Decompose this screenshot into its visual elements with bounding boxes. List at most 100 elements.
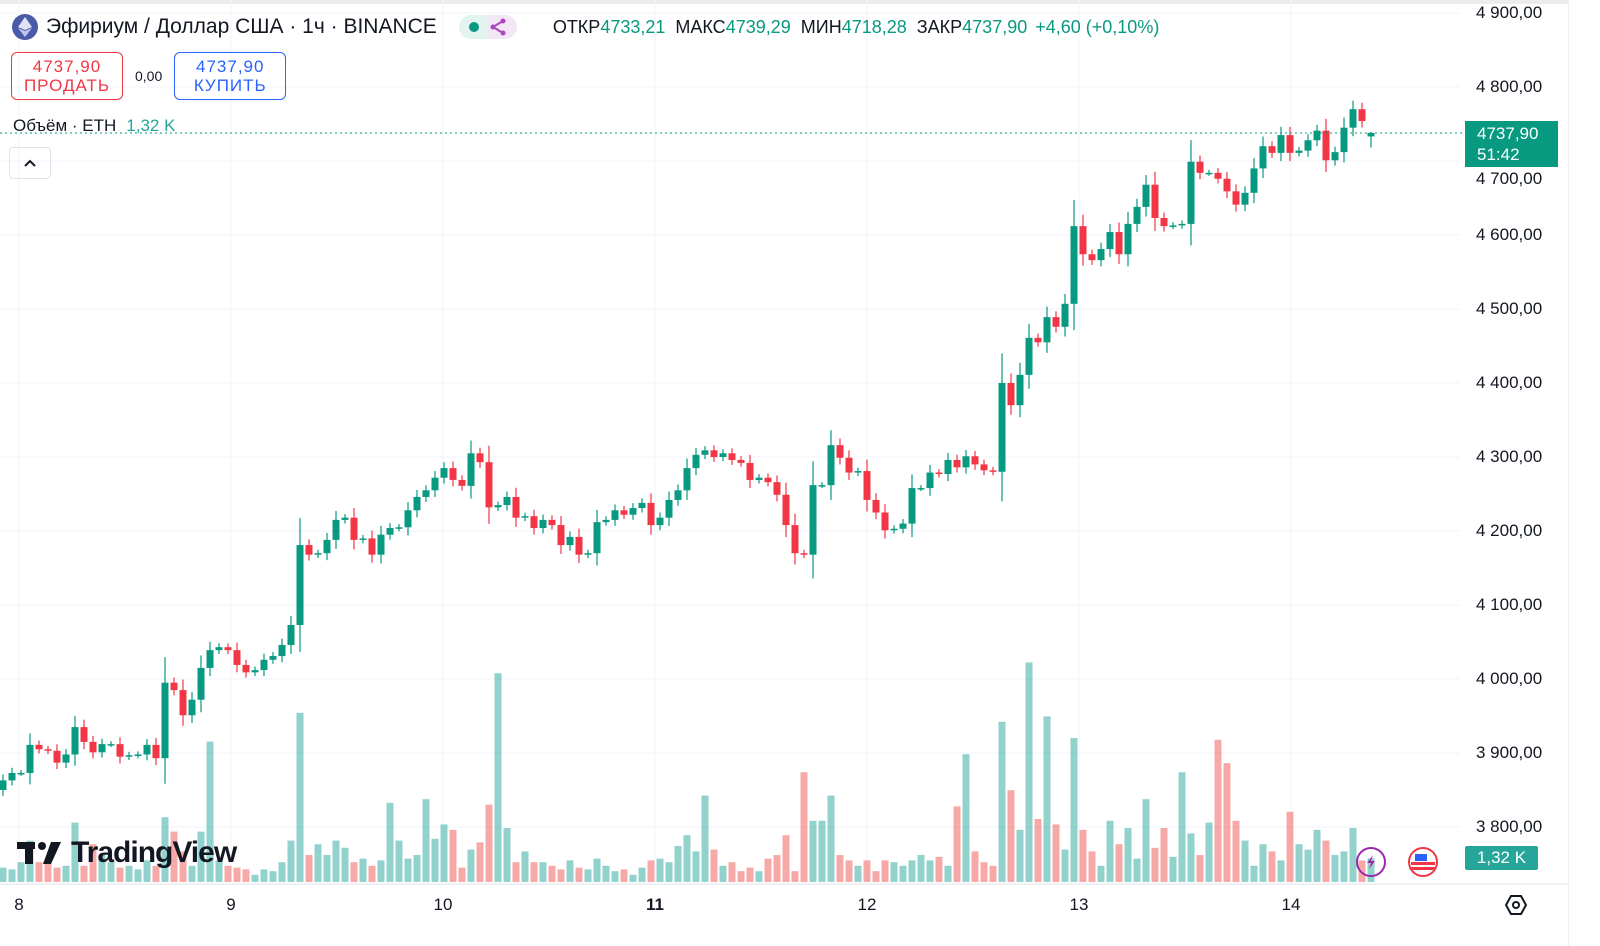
volume-bar — [1160, 828, 1168, 882]
candle-body — [404, 510, 412, 528]
volume-bar — [62, 865, 70, 882]
candle-body — [1259, 146, 1267, 169]
candle-body — [899, 523, 907, 529]
volume-bar — [224, 865, 232, 882]
candle-body — [1007, 383, 1015, 406]
time-tick-label: 8 — [14, 895, 24, 914]
volume-bar — [188, 865, 196, 882]
candle-body — [908, 488, 916, 524]
volume-bar — [1052, 824, 1060, 882]
candle-body — [350, 517, 358, 540]
volume-bar — [692, 851, 700, 882]
candle-body — [1331, 152, 1339, 161]
open-value: 4733,21 — [600, 16, 666, 37]
volume-bar — [269, 871, 277, 882]
volume-bar — [647, 860, 655, 882]
lightning-icon[interactable] — [1356, 847, 1386, 877]
market-status[interactable] — [458, 15, 517, 39]
spread-value: 0,00 — [135, 68, 163, 84]
volume-bar — [701, 795, 709, 882]
us-flag-icon[interactable] — [1408, 847, 1438, 877]
volume-bar — [44, 864, 52, 882]
candle-body — [800, 553, 808, 555]
candle-body — [8, 772, 16, 781]
volume-bar — [1061, 849, 1069, 882]
candle-body — [656, 517, 664, 526]
volume-bar — [845, 860, 853, 882]
buy-button[interactable]: 4737,90 КУПИТЬ — [174, 52, 287, 100]
volume-bar — [323, 855, 331, 882]
volume-bar — [881, 860, 889, 882]
candle-body — [485, 462, 493, 508]
candle-body — [989, 470, 997, 472]
candle-body — [314, 553, 322, 555]
candle-body — [1313, 130, 1321, 141]
volume-bar — [1043, 716, 1051, 882]
volume-bar — [620, 869, 628, 882]
last-price: 4737,90 — [1477, 124, 1539, 143]
volume-bar — [557, 869, 565, 882]
tradingview-logo[interactable]: TradingView — [17, 836, 237, 870]
volume-bar — [1232, 820, 1240, 882]
candle-body — [971, 456, 979, 465]
volume-bar — [656, 858, 664, 882]
time-tick-label: 10 — [433, 895, 453, 914]
candle-body — [1295, 150, 1303, 153]
volume-bar — [584, 869, 592, 882]
candle-body — [1268, 146, 1276, 153]
volume-bar — [287, 840, 295, 882]
candle-body — [440, 468, 448, 478]
candle-body — [548, 519, 556, 526]
candle-body — [1223, 178, 1231, 192]
volume-bar — [971, 851, 979, 882]
candle-body — [719, 453, 727, 457]
volume-bar — [953, 806, 961, 882]
candle-body — [17, 772, 25, 775]
candle-body — [251, 670, 259, 673]
volume-bar — [1169, 856, 1177, 882]
volume-bar — [539, 862, 547, 882]
candle-body — [1025, 337, 1033, 375]
collapse-legend-button[interactable] — [9, 147, 51, 179]
price-tick-label: 3 800,00 — [1476, 817, 1543, 836]
low-label: МИН — [800, 16, 842, 37]
candle-body — [323, 539, 331, 554]
time-tick-label: 11 — [646, 895, 664, 914]
candle-body — [62, 754, 70, 763]
candle-body — [764, 477, 772, 483]
volume-bar — [962, 754, 970, 882]
volume-bar — [566, 860, 574, 882]
volume-bar — [521, 851, 529, 882]
volume-bar — [1178, 772, 1186, 882]
volume-bar — [89, 844, 97, 882]
candle-body — [620, 510, 628, 515]
volume-bar — [980, 862, 988, 882]
price-tick-label: 4 600,00 — [1476, 225, 1543, 244]
candle-body — [215, 647, 223, 651]
volume-bar — [341, 847, 349, 882]
volume-bar — [107, 862, 115, 882]
candle-body — [611, 510, 619, 520]
candle-body — [1097, 249, 1105, 261]
candle-body — [242, 664, 250, 673]
volume-bar — [368, 865, 376, 882]
candle-body — [962, 456, 970, 468]
volume-bar — [638, 867, 646, 882]
volume-bar — [71, 822, 79, 882]
low-value: 4718,28 — [841, 16, 907, 37]
volume-legend[interactable]: Объём · ETH 1,32 K — [13, 116, 175, 136]
volume-bar — [890, 862, 898, 882]
volume-bar — [863, 860, 871, 882]
symbol-title[interactable]: Эфириум / Доллар США · 1ч · BINANCE — [46, 15, 437, 38]
volume-bar — [791, 871, 799, 882]
volume-bar — [35, 862, 43, 882]
sell-button[interactable]: 4737,90 ПРОДАТЬ — [11, 52, 123, 100]
settings-icon[interactable] — [1504, 893, 1528, 922]
candle-body — [458, 479, 466, 486]
candle-body — [584, 553, 592, 555]
tradingview-logo-text: TradingView — [71, 836, 237, 869]
volume-bar — [0, 867, 7, 882]
candle-body — [89, 741, 97, 753]
candle-body — [782, 494, 790, 526]
